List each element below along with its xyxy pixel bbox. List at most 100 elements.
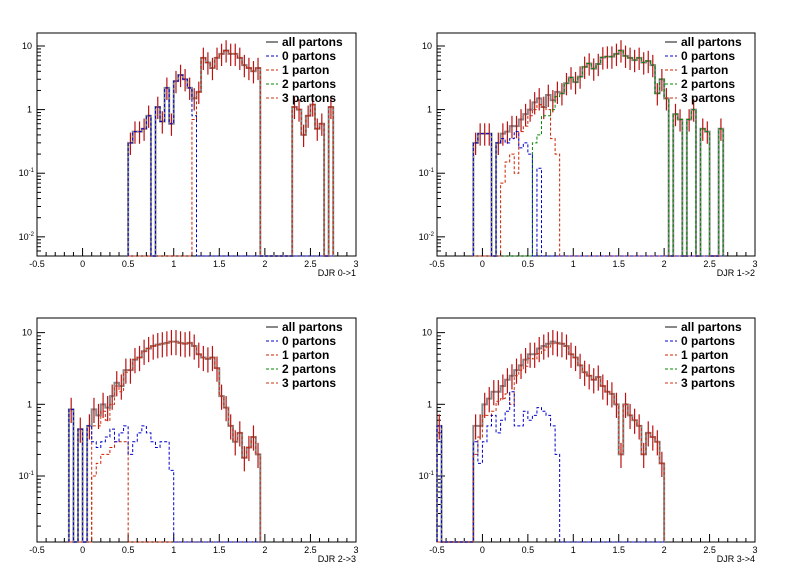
- histogram-line: [473, 104, 724, 257]
- x-tick-label: 0: [80, 545, 85, 555]
- y-tick-base: 10: [422, 328, 432, 338]
- series-0-partons: [472, 131, 724, 257]
- x-tick-label: -0.5: [429, 259, 445, 269]
- y-tick-base: 10: [419, 232, 429, 242]
- legend-entry: 0 partons: [681, 49, 735, 63]
- y-tick-label: 10-2: [419, 232, 435, 242]
- x-axis-title: DJR 2->3: [318, 554, 356, 564]
- legend-entry: 1 parton: [681, 63, 728, 77]
- series-all-partons: [472, 40, 725, 257]
- histogram-line: [68, 341, 261, 543]
- series-0-partons: [127, 74, 334, 257]
- x-tick-label: 2: [262, 259, 267, 269]
- y-tick-exponent: -1: [29, 168, 35, 174]
- y-tick-label: 10: [422, 41, 432, 51]
- x-tick-label: 0.5: [522, 259, 535, 269]
- legend-entry: 1 parton: [282, 63, 329, 77]
- y-tick-base: 10: [419, 471, 429, 481]
- y-tick-label: 10: [22, 328, 32, 338]
- histogram-line: [436, 391, 665, 543]
- y-tick-label: 10: [422, 328, 432, 338]
- y-tick-base: 10: [19, 232, 29, 242]
- x-tick-label: 0: [80, 259, 85, 269]
- legend-entry: 1 parton: [282, 348, 329, 362]
- x-tick-label: 2.5: [304, 259, 317, 269]
- y-tick-label: 10-1: [19, 471, 35, 481]
- histogram-line: [437, 343, 665, 543]
- legend-entry: 1 parton: [681, 348, 728, 362]
- legend-entry: 0 partons: [681, 334, 735, 348]
- series-all-partons: [67, 330, 262, 543]
- x-tick-label: 1: [171, 259, 176, 269]
- x-tick-label: 1: [571, 259, 576, 269]
- histogram-line: [67, 340, 262, 543]
- x-tick-label: 0: [480, 545, 485, 555]
- x-tick-label: 3: [752, 259, 757, 269]
- y-tick-exponent: -1: [429, 168, 435, 174]
- y-tick-base: 10: [419, 168, 429, 178]
- histogram-line: [128, 49, 334, 257]
- series-2-partons: [473, 49, 724, 257]
- legend-entry: 3 partons: [681, 376, 735, 390]
- series-1-parton: [68, 441, 261, 543]
- y-tick-base: 10: [19, 471, 29, 481]
- x-tick-label: 2: [662, 259, 667, 269]
- x-axis-title: DJR 1->2: [717, 268, 755, 278]
- y-tick-label: 1: [27, 105, 32, 115]
- legend-entry: all partons: [282, 35, 343, 49]
- histogram-line: [68, 441, 261, 543]
- series-all-partons: [436, 330, 666, 543]
- y-tick-label: 10-1: [419, 168, 435, 178]
- legend-entry: all partons: [282, 320, 343, 334]
- x-tick-label: 0.5: [122, 545, 135, 555]
- x-tick-label: -0.5: [429, 545, 445, 555]
- x-tick-label: 1: [571, 545, 576, 555]
- x-tick-label: 2.5: [703, 545, 716, 555]
- y-tick-exponent: -2: [29, 232, 35, 238]
- series-3-partons: [68, 341, 261, 543]
- legend-entry: 3 partons: [282, 91, 336, 105]
- x-tick-label: -0.5: [29, 545, 45, 555]
- x-tick-label: 0.5: [522, 545, 535, 555]
- y-tick-base: 10: [422, 41, 432, 51]
- x-axis-title: DJR 3->4: [717, 554, 755, 564]
- histogram-line: [436, 340, 666, 543]
- y-tick-label: 1: [427, 105, 432, 115]
- histogram-line: [473, 49, 724, 257]
- series-0-partons: [68, 408, 261, 543]
- y-tick-exponent: -1: [29, 471, 35, 477]
- series-all-partons: [127, 40, 335, 257]
- histogram-line: [127, 49, 335, 257]
- legend-entry: all partons: [681, 35, 742, 49]
- y-tick-label: 1: [27, 399, 32, 409]
- x-tick-label: 0: [480, 259, 485, 269]
- histogram-line: [472, 131, 724, 257]
- y-tick-label: 10-1: [19, 168, 35, 178]
- legend-entry: 2 partons: [681, 362, 735, 376]
- y-tick-base: 1: [27, 105, 32, 115]
- histogram-line: [127, 74, 334, 257]
- y-tick-exponent: -1: [429, 471, 435, 477]
- x-tick-label: 1.5: [612, 259, 625, 269]
- y-tick-label: 10: [22, 41, 32, 51]
- y-tick-base: 1: [427, 105, 432, 115]
- y-tick-label: 1: [427, 399, 432, 409]
- legend-entry: 2 partons: [282, 77, 336, 91]
- series-3-partons: [437, 343, 665, 543]
- x-tick-label: 1.5: [213, 545, 226, 555]
- x-tick-label: 2.5: [703, 259, 716, 269]
- x-tick-label: 3: [353, 545, 358, 555]
- series-0-partons: [436, 391, 665, 543]
- x-tick-label: 1: [171, 545, 176, 555]
